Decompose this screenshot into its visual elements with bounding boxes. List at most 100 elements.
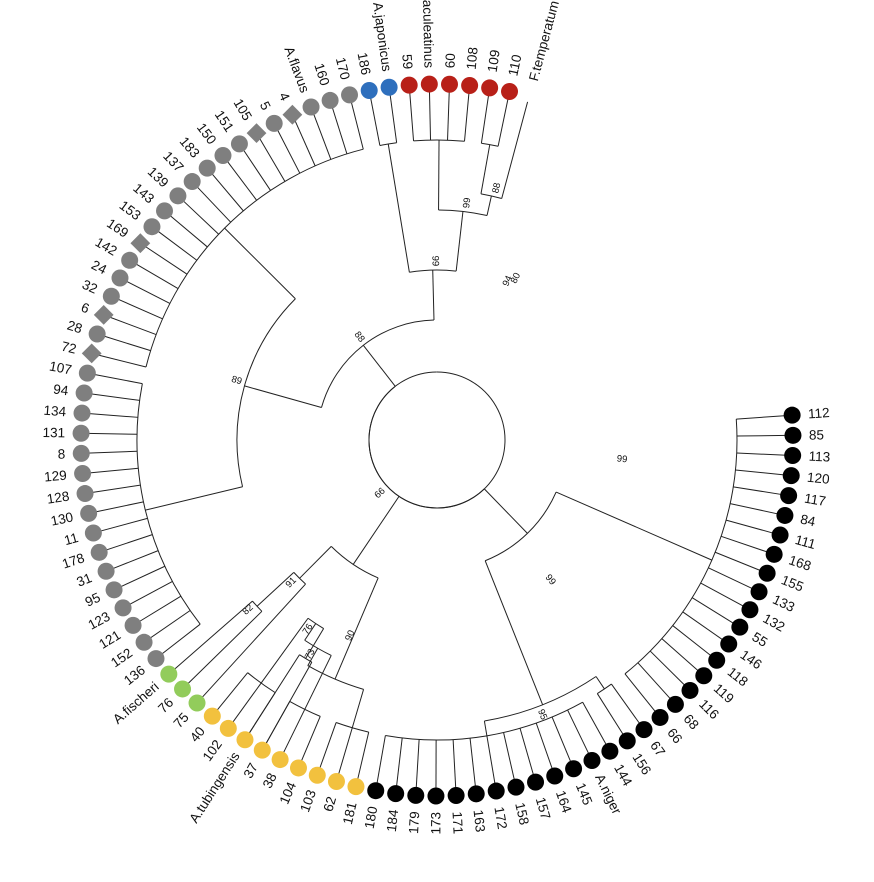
tip-label: 133 xyxy=(770,592,797,615)
tip-marker-circle xyxy=(97,562,115,580)
tree-branch xyxy=(463,91,470,142)
tip-marker-circle xyxy=(427,787,445,805)
tip-label: 142 xyxy=(93,234,120,258)
tree-branch xyxy=(99,517,148,532)
tip-label: 134 xyxy=(43,403,67,420)
tip-markers xyxy=(72,75,802,805)
tree-branch xyxy=(497,97,509,147)
tree-branch xyxy=(89,393,140,401)
bootstrap-value: 91 xyxy=(284,575,299,590)
tree-branch xyxy=(376,735,386,785)
tip-label: 179 xyxy=(406,811,422,834)
tree-branch xyxy=(483,720,488,736)
tree-branch xyxy=(362,344,396,387)
tip-label: 104 xyxy=(277,779,300,806)
tip-label: 8 xyxy=(57,447,65,462)
tip-marker-circle xyxy=(78,364,96,382)
tree-branch xyxy=(215,672,249,712)
tip-label: 62 xyxy=(321,795,340,814)
tip-marker-circle xyxy=(265,114,283,132)
tip-label: 168 xyxy=(787,552,813,573)
tip-marker-circle xyxy=(741,601,759,619)
tip-marker-circle xyxy=(114,599,132,617)
tip-marker-diamond xyxy=(81,343,102,364)
tip-label: 173 xyxy=(428,812,443,835)
tree-branch xyxy=(242,148,271,191)
tip-marker-circle xyxy=(782,467,800,485)
tree-branch xyxy=(582,702,608,747)
tree-branch xyxy=(116,298,163,320)
tip-label: 131 xyxy=(42,425,65,440)
tip-marker-circle xyxy=(321,91,339,109)
tip-label: 169 xyxy=(104,216,131,241)
tree-branch xyxy=(97,354,147,368)
tip-marker-circle xyxy=(758,564,776,582)
tip-marker-circle xyxy=(784,426,802,444)
tip-marker-circle xyxy=(174,680,192,698)
tip-label: 32 xyxy=(80,277,100,297)
tip-label: 171 xyxy=(449,811,465,834)
tip-label: 132 xyxy=(760,611,787,635)
tip-label: 121 xyxy=(96,627,123,652)
tree-branch xyxy=(736,452,787,456)
tree-branch xyxy=(145,246,188,275)
tree-branch xyxy=(282,709,306,755)
tip-marker-circle xyxy=(327,773,345,791)
tree-branch xyxy=(331,105,348,154)
tip-marker-circle xyxy=(72,444,90,462)
tree-branch xyxy=(486,735,496,786)
tree-branch xyxy=(447,90,450,141)
tree-branch xyxy=(128,581,173,606)
tree-arc xyxy=(304,639,332,656)
tip-marker-circle xyxy=(183,173,201,191)
tip-marker-circle xyxy=(776,506,794,524)
tree-branch xyxy=(350,100,364,150)
tip-label: A.aculeatinus xyxy=(420,0,437,68)
tip-marker-circle xyxy=(546,767,564,785)
tip-label: 155 xyxy=(779,572,806,594)
tip-marker-circle xyxy=(84,524,102,542)
tip-marker-circle xyxy=(203,707,221,725)
tip-marker-circle xyxy=(308,766,326,784)
tree-branch xyxy=(160,623,201,656)
tree-branch xyxy=(200,583,306,699)
tree-branch xyxy=(503,732,516,782)
tree-arc xyxy=(330,546,379,579)
tree-branch xyxy=(624,673,657,714)
tree-branch xyxy=(519,728,535,777)
tree-branch xyxy=(102,335,151,352)
tree-branch xyxy=(736,434,787,437)
tip-label: 11 xyxy=(62,530,79,548)
tree-branch xyxy=(109,316,157,336)
bootstrap-value: 90 xyxy=(343,629,357,643)
tip-label: 119 xyxy=(711,681,737,706)
tip-label: 4 xyxy=(276,90,293,103)
tip-marker-circle xyxy=(765,545,783,563)
tip-marker-circle xyxy=(121,251,139,269)
tip-marker-circle xyxy=(73,404,91,422)
tree-branch xyxy=(595,676,605,690)
tip-label: 183 xyxy=(177,134,203,161)
tip-label: 145 xyxy=(573,781,595,808)
tree-branch xyxy=(389,93,398,143)
tip-marker-circle xyxy=(88,325,106,343)
tip-label: 128 xyxy=(46,489,71,507)
tip-label: 67 xyxy=(647,738,668,759)
tip-marker-circle xyxy=(565,760,583,778)
tip-label: 103 xyxy=(297,788,319,814)
tree-arc xyxy=(247,672,276,694)
tip-label: 186 xyxy=(355,51,374,76)
tip-marker-circle xyxy=(198,159,216,177)
tip-marker-circle xyxy=(666,695,684,713)
tip-label: 110 xyxy=(505,53,524,77)
bootstrap-value: 99 xyxy=(371,485,386,500)
tip-marker-circle xyxy=(74,465,92,483)
tree-branch xyxy=(715,551,762,572)
tip-marker-circle xyxy=(440,75,458,93)
tip-marker-circle xyxy=(783,406,801,424)
bootstrap-value: 99 xyxy=(461,197,473,209)
tip-marker-circle xyxy=(214,147,232,165)
tip-labels: 1128511312011784111168155133132551461181… xyxy=(42,0,830,835)
root-circle xyxy=(368,371,506,509)
